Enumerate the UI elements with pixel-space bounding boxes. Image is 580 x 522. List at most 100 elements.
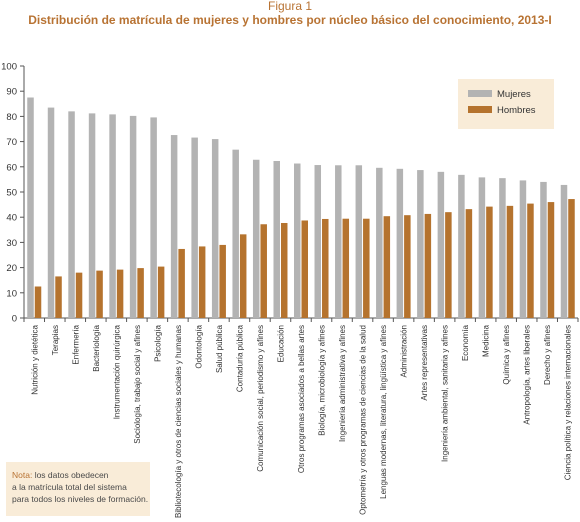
note-label: Nota: <box>12 470 33 480</box>
bar-mujeres <box>355 165 363 318</box>
category-label: Instrumentación quirúrgica <box>112 324 121 419</box>
bar-hombres <box>547 202 555 318</box>
y-tick-label: 20 <box>6 263 17 274</box>
category-label: Educación <box>276 325 285 362</box>
y-tick-label: 80 <box>6 112 17 123</box>
y-tick-label: 30 <box>6 238 17 249</box>
bar-mujeres <box>478 177 486 318</box>
bar-hombres <box>239 234 247 318</box>
bar-hombres <box>178 248 185 318</box>
y-tick-label: 100 <box>1 62 17 73</box>
category-label: Administración <box>400 325 409 377</box>
category-label: Optometría y otros programas de ciencias… <box>359 325 368 515</box>
y-axis: 0 10 20 30 40 50 60 70 80 90 100 <box>1 62 25 325</box>
category-label: Ingeniería ambiental, sanitaria y afines <box>441 325 450 462</box>
bar-mujeres <box>27 97 34 318</box>
bar-mujeres <box>376 167 383 318</box>
category-label: Química y afines <box>502 325 511 385</box>
bar-hombres <box>55 276 62 318</box>
bar-mujeres <box>273 161 280 318</box>
bar-mujeres <box>499 178 506 318</box>
note-text: Nota: los datos obedecen a la matrícula … <box>12 469 152 505</box>
bar-mujeres <box>129 115 137 318</box>
y-tick-label: 60 <box>6 162 17 173</box>
bar-mujeres <box>191 137 198 318</box>
bar-mujeres <box>396 168 404 318</box>
y-tick-label: 10 <box>6 288 17 299</box>
bar-hombres <box>137 268 144 318</box>
category-label: Terapias <box>51 325 60 355</box>
category-label: Medicina <box>482 324 491 357</box>
category-label: Comunicación social, periodismo y afines <box>256 325 265 472</box>
bar-hombres <box>198 246 206 318</box>
bar-hombres <box>383 216 391 318</box>
bar-mujeres <box>211 139 219 318</box>
category-label: Contaduría pública <box>235 324 244 392</box>
legend-box <box>458 79 554 129</box>
bar-mujeres <box>314 165 322 318</box>
bar-hombres <box>486 206 493 318</box>
category-labels: Nutrición y dietética Terapias Enfermería B… <box>30 324 572 518</box>
category-label: Biología, microbiología y afines <box>318 325 327 436</box>
figure-label: Figura 1 <box>267 0 313 13</box>
category-label: Enfermería <box>71 324 80 364</box>
legend-swatch-hombres <box>468 106 492 113</box>
legend-label-hombres: Hombres <box>497 105 536 116</box>
bar-hombres <box>280 222 288 318</box>
legend-swatch-mujeres <box>468 90 492 97</box>
bar-hombres <box>445 212 452 318</box>
figure-title: Distribución de matrícula de mujeres y h… <box>28 13 552 27</box>
legend-label-mujeres: Mujeres <box>497 89 531 100</box>
bar-hombres <box>568 199 575 318</box>
bar-mujeres <box>519 180 527 318</box>
category-label: Bacteriología <box>92 324 101 371</box>
legend: Mujeres Hombres <box>458 79 554 129</box>
bar-mujeres <box>437 171 445 318</box>
bar-mujeres <box>294 163 301 318</box>
category-label: Economía <box>461 324 470 361</box>
category-label: Odontología <box>194 324 203 368</box>
bar-mujeres <box>335 165 342 318</box>
bars <box>27 97 575 319</box>
y-tick-label: 70 <box>6 137 17 148</box>
y-tick-label: 40 <box>6 213 17 224</box>
bar-hombres <box>260 224 267 318</box>
category-label: Ingeniería administrativa y afines <box>338 325 347 442</box>
bar-hombres <box>404 215 411 318</box>
bar-hombres <box>96 270 103 318</box>
bar-hombres <box>322 218 329 318</box>
bar-mujeres <box>109 114 116 318</box>
category-label: Derecho y afines <box>543 325 552 385</box>
bar-mujeres <box>252 159 260 318</box>
bar-hombres <box>527 203 534 318</box>
y-tick-label: 0 <box>12 314 17 325</box>
bar-mujeres <box>232 149 239 318</box>
bar-hombres <box>34 286 42 318</box>
category-label: Bibliotecología y otros de ciencias soci… <box>174 325 183 518</box>
bar-mujeres <box>47 107 55 318</box>
bar-mujeres <box>68 111 75 318</box>
bar-mujeres <box>150 117 157 319</box>
bar-mujeres <box>88 113 96 318</box>
bar-mujeres <box>170 135 178 318</box>
category-label: Psicología <box>153 324 162 361</box>
category-label: Otros programas asociados a bellas artes <box>297 325 306 473</box>
category-label: Antropología, artes liberales <box>523 325 532 425</box>
bar-hombres <box>116 269 124 318</box>
bar-mujeres <box>560 184 568 318</box>
y-tick-label: 90 <box>6 87 17 98</box>
bar-hombres <box>424 213 432 318</box>
category-label: Sociología, trabajo social y afines <box>133 325 142 444</box>
bar-mujeres <box>540 181 547 318</box>
category-label: Salud pública <box>215 324 224 373</box>
bar-mujeres <box>417 170 424 318</box>
category-label: Artes representativas <box>420 325 429 401</box>
bar-hombres <box>301 220 308 318</box>
bar-hombres <box>219 244 226 318</box>
category-label: Lenguas modernas, literatura, lingüístic… <box>379 325 388 499</box>
bar-hombres <box>363 218 370 318</box>
category-label: Nutrición y dietética <box>30 324 39 394</box>
bar-hombres <box>342 218 350 318</box>
note-body: los datos obedecen a la matrícula total … <box>12 470 149 504</box>
